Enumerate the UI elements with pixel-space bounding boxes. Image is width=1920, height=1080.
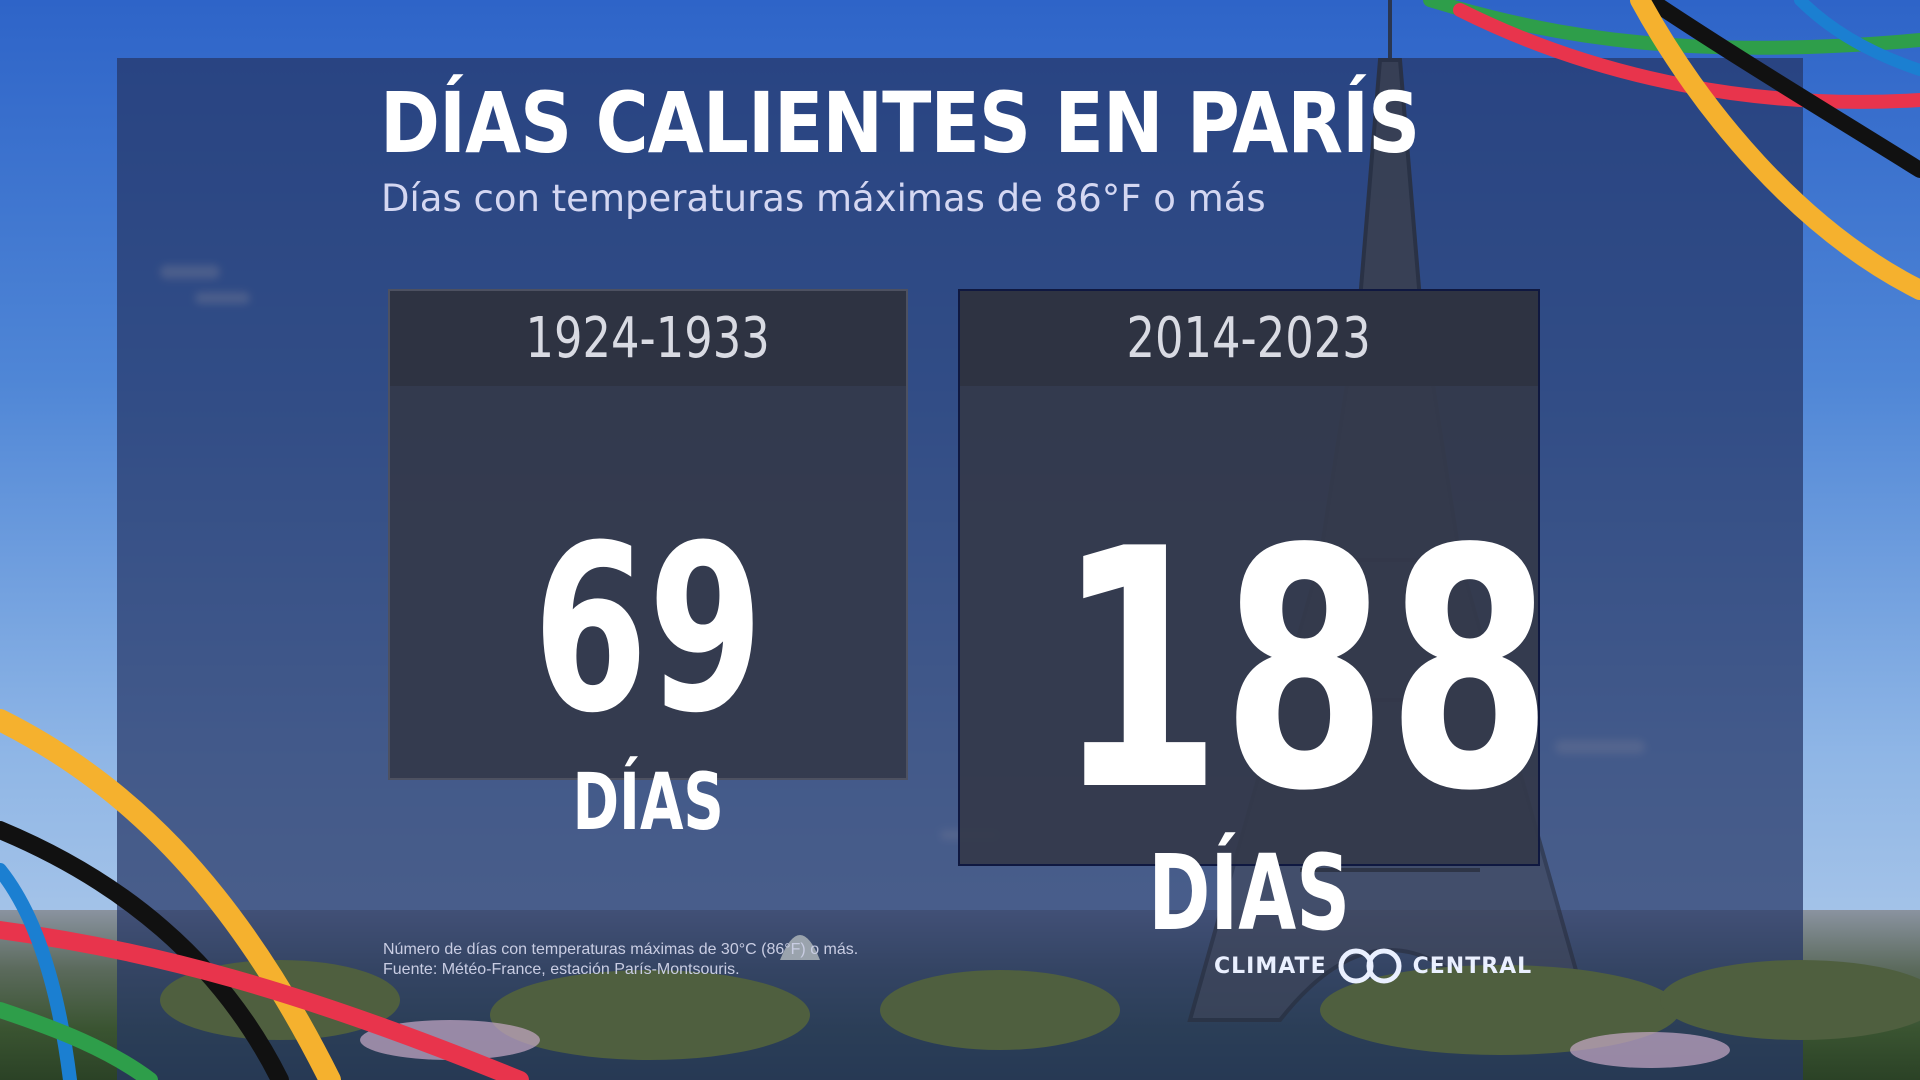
- card-period-header: 2014-2023: [960, 291, 1538, 386]
- logo-text-left: CLIMATE: [1214, 953, 1327, 979]
- source-footnote: Número de días con temperaturas máximas …: [383, 940, 858, 980]
- unit-text: DÍAS: [1148, 832, 1350, 954]
- logo-mark-icon: [1338, 948, 1402, 984]
- footnote-line-2: Fuente: Météo-France, estación París-Mon…: [383, 961, 740, 978]
- unit-label: DÍAS: [390, 764, 906, 842]
- hot-days-value: 188: [960, 506, 1552, 836]
- card-period-label: 2014-2023: [1126, 306, 1372, 371]
- logo-text-right: CENTRAL: [1412, 953, 1533, 979]
- hot-days-value: 69: [390, 516, 906, 746]
- unit-label: DÍAS: [960, 841, 1538, 945]
- card-body: 69 DÍAS: [390, 386, 906, 842]
- value-text: 188: [1056, 479, 1553, 863]
- value-text: 69: [532, 497, 764, 764]
- unit-text: DÍAS: [572, 758, 724, 848]
- card-body: 188 DÍAS: [960, 386, 1552, 945]
- card-period-header: 1924-1933: [390, 291, 906, 386]
- period-card-2014-2023: 2014-2023 188 DÍAS: [958, 289, 1552, 945]
- card-period-label: 1924-1933: [525, 306, 771, 371]
- climate-central-logo: CLIMATE CENTRAL: [1214, 948, 1532, 984]
- page-title: DÍAS CALIENTES EN PARÍS: [380, 74, 1420, 172]
- page-subtitle: Días con temperaturas máximas de 86°F o …: [381, 177, 1266, 220]
- footnote-line-1: Número de días con temperaturas máximas …: [383, 941, 859, 958]
- period-card-1924-1933: 1924-1933 69 DÍAS: [388, 289, 908, 842]
